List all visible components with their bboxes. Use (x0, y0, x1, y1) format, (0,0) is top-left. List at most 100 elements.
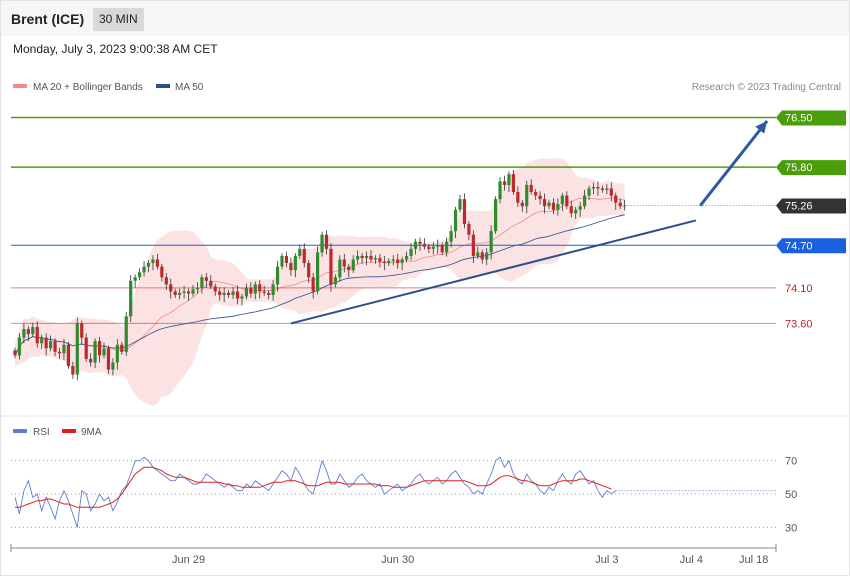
candle-body (316, 252, 320, 292)
candle-body (373, 258, 378, 260)
candle-body (547, 202, 551, 207)
candle-body (62, 344, 66, 354)
candle-body (284, 255, 289, 264)
candle-body (311, 277, 315, 292)
bollinger-band (15, 157, 625, 407)
candle-body (57, 351, 62, 354)
legend-label-ma50: MA 50 (175, 82, 204, 93)
candle-body (542, 199, 547, 207)
legend-swatch-ma20 (13, 84, 27, 88)
candle-body (182, 291, 186, 293)
candle-body (502, 181, 507, 185)
candle-body (22, 329, 26, 338)
candle-body (173, 291, 177, 296)
candle-body (93, 341, 97, 363)
level-label-75-26: 75.26 (785, 201, 813, 213)
candle-body (169, 284, 173, 292)
candle-body (400, 259, 404, 264)
candle-body (494, 199, 498, 232)
candle-body (222, 292, 226, 296)
candle-body (262, 291, 266, 293)
candle-body (498, 181, 502, 200)
candle-body (142, 266, 146, 273)
candle-body (80, 323, 84, 338)
candle-body (307, 263, 311, 278)
candle-body (458, 199, 462, 210)
level-label-75-26-tag (776, 198, 846, 214)
candle-body (422, 243, 426, 247)
candle-body (218, 291, 222, 296)
candle-body (378, 258, 382, 262)
candle-body (333, 277, 337, 285)
level-label-74-70: 74.70 (785, 240, 813, 252)
candle-body (200, 277, 204, 288)
level-label-75-80-tag (776, 160, 846, 176)
candle-body (538, 195, 542, 200)
candle-body (302, 248, 306, 264)
candle-body (445, 241, 449, 253)
candle-body (391, 259, 395, 261)
candle-body (249, 287, 253, 294)
rsi-series-9ma (15, 466, 612, 508)
candle-body (106, 348, 111, 370)
candle-body (289, 263, 293, 271)
candle-body (178, 292, 182, 296)
candle-body (551, 202, 556, 210)
rsi-series-rsi (14, 456, 617, 528)
candle-body (578, 206, 582, 210)
time-tick-label: Jul 4 (680, 554, 703, 566)
candle-body (618, 202, 622, 207)
instrument-title: Brent (ICE) (11, 11, 85, 27)
candle-body (525, 184, 529, 207)
candle-body (485, 252, 489, 260)
candle-body (360, 255, 364, 259)
candle-body (583, 195, 587, 207)
trend-support-line (290, 219, 697, 325)
candle-body (191, 289, 195, 294)
candle-body (516, 192, 520, 203)
candle-body (565, 195, 569, 207)
legend-label-ma20: MA 20 + Bollinger Bands (33, 82, 143, 93)
candle-body (396, 259, 400, 264)
candle-body (186, 291, 191, 294)
candle-body (53, 341, 57, 352)
candle-body (227, 292, 231, 296)
candle-body (520, 202, 524, 207)
candle-body (293, 255, 297, 271)
candle-body (31, 326, 35, 335)
candle-body (351, 259, 355, 271)
candle-body (511, 174, 515, 193)
candle-body (507, 174, 511, 185)
timeframe-badge[interactable]: 30 MIN (93, 8, 144, 31)
candle-body (462, 199, 467, 224)
candle-body (413, 241, 418, 249)
candle-body (271, 284, 275, 296)
candle-body (164, 277, 168, 285)
candle-body (97, 341, 102, 356)
candle-body (235, 291, 240, 299)
candle-body (427, 246, 431, 249)
candle-body (467, 223, 471, 235)
candle-body (440, 245, 444, 253)
header-bar: Brent (ICE) 30 MIN (1, 1, 849, 36)
candle-body (409, 248, 413, 256)
candle-body (120, 344, 124, 352)
forecast-arrow-line (699, 120, 769, 207)
candle-body (111, 362, 115, 370)
candle-body (155, 259, 159, 267)
level-label-74-10: 74.10 (785, 283, 813, 295)
candle-body (623, 205, 627, 207)
candle-body (160, 266, 164, 278)
candle-body (480, 252, 484, 260)
candle-body (556, 204, 560, 210)
candle-body (267, 292, 271, 296)
level-label-73-60: 73.60 (785, 318, 813, 330)
candle-body (324, 234, 329, 249)
rsi-legend-swatch (13, 429, 27, 433)
candle-body (209, 280, 213, 287)
candle-body (133, 277, 137, 281)
candle-body (115, 344, 119, 363)
candle-body (560, 195, 564, 205)
candle-body (605, 188, 609, 190)
